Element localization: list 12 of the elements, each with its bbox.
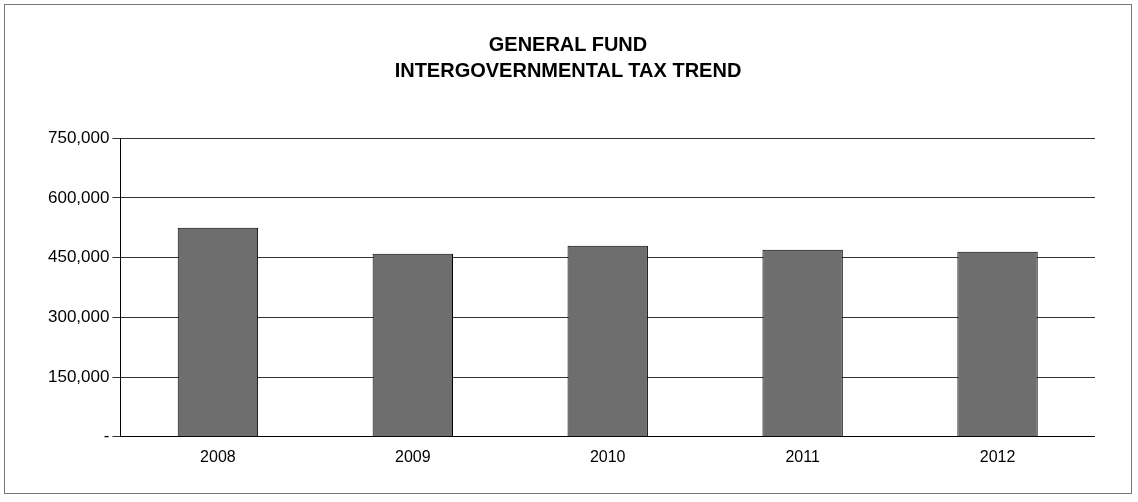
x-tick-label: 2012 (979, 447, 1016, 465)
x-tick-label: 2009 (395, 447, 431, 465)
chart-title: GENERAL FUND INTERGOVERNMENTAL TAX TREND (393, 32, 743, 83)
y-tick-label: 300,000 (48, 307, 110, 327)
y-tick-label: 600,000 (48, 187, 110, 207)
y-tick-label: 750,000 (48, 127, 110, 147)
x-tick-label: 2008 (200, 447, 236, 465)
y-tick-label: - (103, 426, 110, 446)
y-tick-label: 150,000 (48, 366, 110, 386)
x-tick-label: 2011 (785, 447, 820, 465)
x-tick-label: 2010 (589, 447, 626, 465)
y-tick-label: 450,000 (48, 247, 110, 267)
